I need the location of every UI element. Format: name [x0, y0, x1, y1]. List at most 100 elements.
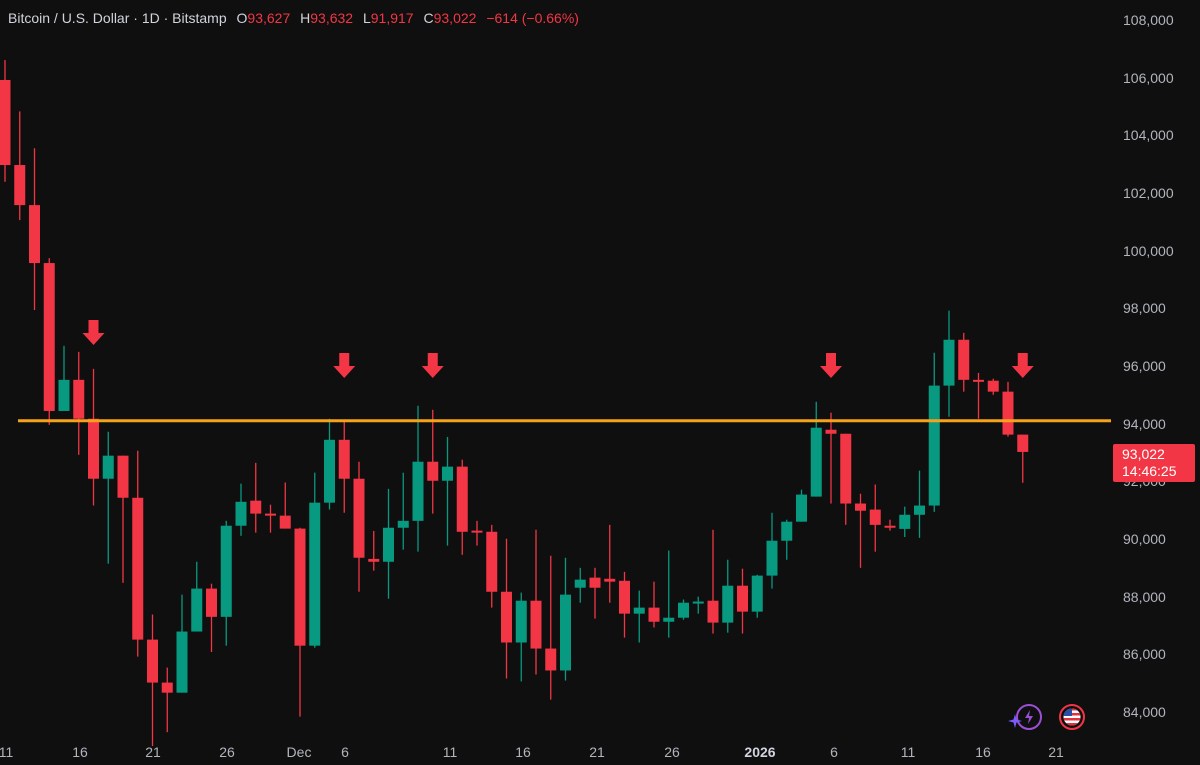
candle-body[interactable] — [781, 521, 793, 541]
candle-body[interactable] — [692, 601, 704, 604]
candle-body[interactable] — [825, 429, 837, 434]
candle-body[interactable] — [368, 558, 380, 562]
candle-body[interactable] — [648, 607, 660, 622]
candle-body[interactable] — [29, 205, 40, 264]
time-tick-label: 21 — [589, 744, 605, 760]
candle-body[interactable] — [545, 648, 557, 671]
candle-body[interactable] — [309, 502, 321, 646]
candle-body[interactable] — [560, 594, 571, 671]
price-tick-label: 88,000 — [1123, 588, 1166, 605]
candle-body[interactable] — [884, 525, 896, 528]
candle-body[interactable] — [973, 379, 984, 382]
candle-body[interactable] — [206, 588, 217, 617]
candle-body[interactable] — [397, 520, 409, 528]
candle-body[interactable] — [412, 461, 424, 521]
candle-body[interactable] — [751, 575, 763, 612]
candle-body[interactable] — [663, 617, 675, 622]
candle-body[interactable] — [0, 79, 11, 166]
bar-countdown: 14:46:25 — [1122, 463, 1177, 479]
candle-body[interactable] — [619, 580, 630, 614]
candle-body[interactable] — [102, 455, 114, 479]
candle-body[interactable] — [117, 455, 129, 498]
candle-body[interactable] — [855, 503, 866, 511]
candle-body[interactable] — [191, 588, 203, 632]
candle-body[interactable] — [501, 591, 512, 643]
candle-body[interactable] — [73, 379, 85, 419]
candle-body[interactable] — [722, 585, 734, 623]
time-tick-label: 21 — [1048, 744, 1064, 760]
high-value: 93,632 — [310, 10, 354, 26]
price-tick-label: 108,000 — [1123, 12, 1174, 28]
candle-body[interactable] — [530, 600, 542, 649]
candle-body[interactable] — [353, 478, 365, 558]
candle-body[interactable] — [1017, 434, 1029, 452]
candle-body[interactable] — [250, 500, 262, 514]
price-tick-label: 100,000 — [1123, 242, 1174, 259]
candle-body[interactable] — [943, 339, 955, 386]
high-label: H — [300, 10, 311, 26]
candle-body[interactable] — [899, 514, 911, 529]
candle-body[interactable] — [766, 540, 778, 576]
candle-body[interactable] — [324, 439, 335, 503]
price-tick-label: 96,000 — [1123, 358, 1166, 375]
candle-body[interactable] — [427, 461, 439, 481]
candle-body[interactable] — [737, 585, 748, 612]
candle-body[interactable] — [294, 528, 306, 646]
time-tick-label: Dec — [286, 744, 312, 760]
down-arrow-icon — [82, 320, 105, 345]
open-value: 93,627 — [247, 10, 291, 26]
resistance-arrows — [82, 320, 1034, 378]
candle-body[interactable] — [383, 527, 394, 562]
candle-body[interactable] — [235, 501, 247, 526]
us-flag-icon[interactable] — [1059, 704, 1085, 730]
candle-body[interactable] — [958, 339, 970, 380]
candle-body[interactable] — [589, 577, 601, 588]
last-price-tag: 93,022 14:46:25 — [1113, 444, 1195, 482]
candle-body[interactable] — [515, 600, 527, 643]
lightning-sparkle-icon[interactable] — [1016, 704, 1042, 730]
candle-body[interactable] — [796, 494, 807, 522]
candle-body[interactable] — [633, 607, 645, 614]
candle-body[interactable] — [58, 379, 70, 411]
candle-body[interactable] — [88, 418, 99, 479]
candle-body[interactable] — [914, 505, 925, 515]
price-tick-label: 86,000 — [1123, 646, 1166, 663]
candle-body[interactable] — [1002, 391, 1014, 435]
candle-body[interactable] — [707, 600, 719, 623]
candle-body[interactable] — [604, 578, 616, 582]
time-tick-label: 26 — [664, 744, 680, 760]
candle-body[interactable] — [161, 682, 173, 693]
candle-body[interactable] — [928, 385, 940, 506]
candle-body[interactable] — [471, 530, 483, 533]
candle-body[interactable] — [265, 513, 276, 516]
candle-body[interactable] — [14, 165, 26, 206]
candle-body[interactable] — [442, 466, 453, 481]
candle-body[interactable] — [869, 509, 881, 525]
candle-body[interactable] — [43, 263, 55, 411]
candle-body[interactable] — [678, 602, 689, 618]
down-arrow-icon — [1011, 353, 1034, 378]
candle-body[interactable] — [279, 515, 291, 529]
candle-body[interactable] — [456, 466, 468, 532]
time-tick-label: 11 — [442, 744, 458, 760]
candle-body[interactable] — [338, 439, 350, 479]
low-label: L — [362, 10, 371, 26]
candle-body[interactable] — [220, 525, 232, 617]
candle-body[interactable] — [810, 427, 822, 497]
candle-body[interactable] — [147, 639, 158, 683]
time-tick-label: 26 — [219, 744, 235, 760]
candle-body[interactable] — [176, 631, 188, 693]
candle-body[interactable] — [840, 433, 852, 504]
down-arrow-icon — [333, 353, 356, 378]
time-tick-label: 2026 — [744, 744, 776, 760]
candle-body[interactable] — [486, 531, 498, 592]
symbol-title: Bitcoin / U.S. Dollar · 1D · Bitstamp — [8, 10, 227, 26]
change-value: −614 (−0.66%) — [486, 10, 579, 26]
candle-body[interactable] — [132, 497, 144, 640]
time-tick-label: 21 — [145, 744, 161, 760]
candle-body[interactable] — [574, 579, 586, 588]
time-tick-label: 16 — [72, 744, 88, 760]
candle-body[interactable] — [987, 380, 999, 392]
time-tick-label: 16 — [515, 744, 531, 760]
